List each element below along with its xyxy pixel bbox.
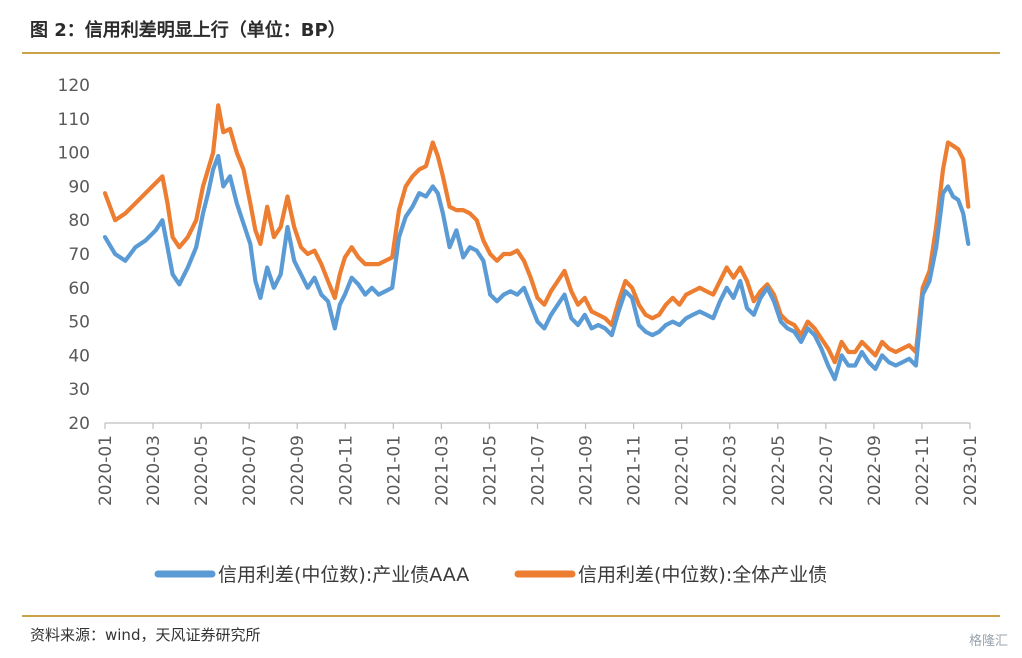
legend-label-1: 信用利差(中位数):全体产业债 [578, 564, 827, 586]
x-tick-label: 2020-05 [192, 435, 212, 506]
x-tick-label: 2021-03 [432, 435, 452, 506]
x-tick-label: 2023-01 [961, 435, 981, 506]
bottom-divider [22, 615, 1000, 617]
x-tick-label: 2022-09 [865, 435, 885, 506]
chart-title: 图 2：信用利差明显上行（单位：BP） [30, 20, 346, 41]
y-tick-label: 20 [68, 414, 90, 434]
top-divider [22, 52, 1000, 54]
x-tick-label: 2020-11 [336, 435, 356, 506]
x-tick-label: 2022-03 [721, 435, 741, 506]
series-lines [102, 103, 971, 382]
x-tick-label: 2020-09 [288, 435, 308, 506]
legend: 信用利差(中位数):产业债AAA 信用利差(中位数):全体产业债 [154, 564, 827, 586]
y-tick-label: 110 [58, 110, 90, 130]
y-tick-label: 100 [58, 144, 90, 164]
y-tick-label: 60 [68, 279, 90, 299]
x-tick-label: 2020-07 [240, 435, 260, 506]
legend-label-0: 信用利差(中位数):产业债AAA [218, 564, 469, 586]
watermark-logo: 格隆汇 [968, 634, 1008, 649]
x-tick-label: 2021-11 [625, 435, 645, 506]
line-chart: 20 30 40 50 60 70 80 90 100 110 120 2020-01 2020-03… [58, 76, 981, 586]
source-note: 资料来源：wind，天风证券研究所 [30, 626, 261, 644]
y-tick-label: 50 [68, 313, 90, 333]
x-tick-label: 2022-01 [673, 435, 693, 506]
x-tick-label: 2020-01 [96, 435, 116, 506]
y-tick-label: 80 [68, 211, 90, 231]
y-tick-label: 90 [68, 177, 90, 197]
x-tick-label: 2021-05 [480, 435, 500, 506]
y-tick-label: 30 [68, 380, 90, 400]
series-line-1 [102, 103, 971, 365]
x-tick-label: 2021-01 [384, 435, 404, 506]
x-tick-label: 2020-03 [144, 435, 164, 506]
y-tick-label: 70 [68, 245, 90, 265]
x-axis: 2020-01 2020-03 2020-05 2020-07 2020-09 2020-… [96, 422, 981, 506]
x-tick-label: 2022-07 [817, 435, 837, 506]
series-line-0 [102, 153, 971, 382]
x-tick-label: 2021-07 [529, 435, 549, 506]
y-tick-label: 40 [68, 346, 90, 366]
x-tick-label: 2021-09 [577, 435, 597, 506]
y-tick-label: 120 [58, 76, 90, 96]
x-tick-label: 2022-11 [913, 435, 933, 506]
x-tick-label: 2022-05 [769, 435, 789, 506]
y-axis: 20 30 40 50 60 70 80 90 100 110 120 [58, 76, 90, 434]
